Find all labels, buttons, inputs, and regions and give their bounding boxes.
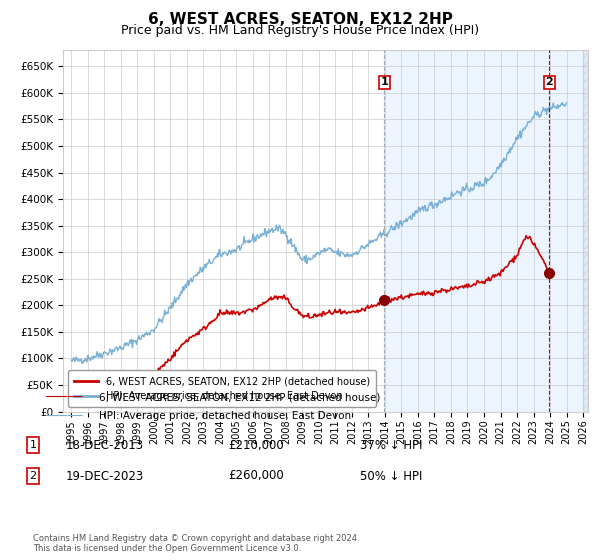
- Text: 18-DEC-2013: 18-DEC-2013: [66, 438, 144, 452]
- Text: 1: 1: [29, 440, 37, 450]
- Text: Price paid vs. HM Land Registry's House Price Index (HPI): Price paid vs. HM Land Registry's House …: [121, 24, 479, 36]
- Text: 6, WEST ACRES, SEATON, EX12 2HP (detached house): 6, WEST ACRES, SEATON, EX12 2HP (detache…: [99, 393, 380, 403]
- Text: ─────: ─────: [45, 391, 83, 404]
- Text: ─────: ─────: [45, 409, 83, 423]
- Text: HPI: Average price, detached house, East Devon: HPI: Average price, detached house, East…: [99, 411, 351, 421]
- Text: 2: 2: [29, 471, 37, 481]
- Text: £260,000: £260,000: [228, 469, 284, 483]
- Text: 37% ↓ HPI: 37% ↓ HPI: [360, 438, 422, 452]
- Legend: 6, WEST ACRES, SEATON, EX12 2HP (detached house), HPI: Average price, detached h: 6, WEST ACRES, SEATON, EX12 2HP (detache…: [68, 370, 376, 407]
- Text: 2: 2: [545, 77, 553, 87]
- Text: 1: 1: [380, 77, 388, 87]
- Text: 50% ↓ HPI: 50% ↓ HPI: [360, 469, 422, 483]
- Text: 19-DEC-2023: 19-DEC-2023: [66, 469, 144, 483]
- Text: 6, WEST ACRES, SEATON, EX12 2HP: 6, WEST ACRES, SEATON, EX12 2HP: [148, 12, 452, 27]
- Bar: [583, 50, 588, 412]
- Text: £210,000: £210,000: [228, 438, 284, 452]
- Bar: [384, 50, 583, 412]
- Text: Contains HM Land Registry data © Crown copyright and database right 2024.
This d: Contains HM Land Registry data © Crown c…: [33, 534, 359, 553]
